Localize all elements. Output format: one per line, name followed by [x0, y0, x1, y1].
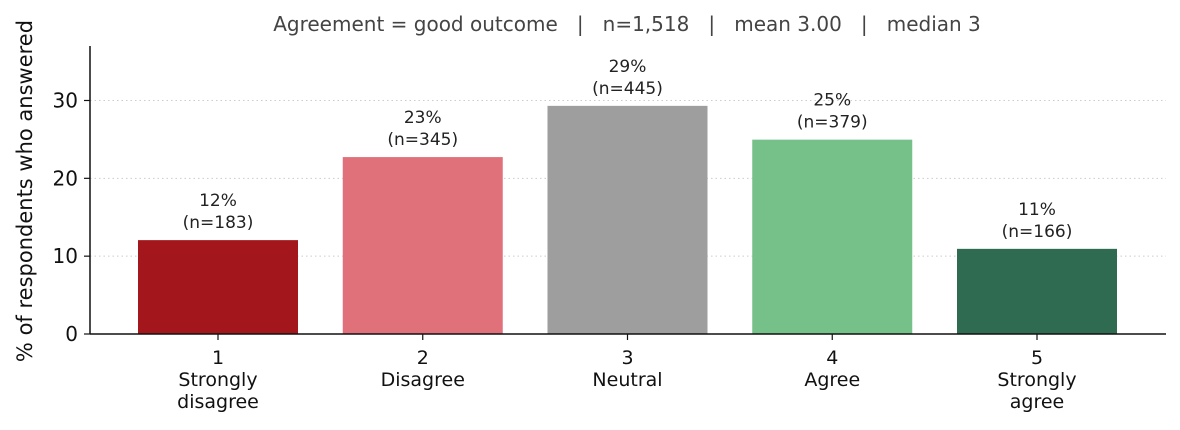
y-tick-label: 20 [53, 166, 78, 190]
bar [138, 240, 298, 334]
data-label: 11% (n=166) [1002, 200, 1073, 242]
y-tick-label: 10 [53, 244, 78, 268]
data-label: 23% (n=345) [387, 108, 458, 150]
chart-subtitle: Agreement = good outcome | n=1,518 | mea… [273, 12, 981, 36]
data-label: 25% (n=379) [797, 91, 868, 133]
x-tick-label: 5 Strongly agree [997, 347, 1076, 413]
bars [138, 105, 1117, 334]
y-axis-ticks: 0 10 20 30 [53, 88, 90, 346]
x-axis-ticks: 1 Strongly disagree 2 Disagree 3 Neutral 4 Agree… [177, 334, 1077, 413]
data-labels: 12% (n=183) 23% (n=345) 29% (n=445) 25% (n=379)… [183, 57, 1073, 242]
bar [957, 248, 1117, 334]
x-tick-label: 1 Strongly disagree [177, 347, 259, 413]
x-tick-label: 2 Disagree [381, 347, 465, 391]
x-tick-label: 3 Neutral [592, 347, 662, 391]
y-tick-label: 30 [53, 88, 78, 112]
y-axis-label: % of respondents who answered [13, 20, 37, 362]
bar [752, 139, 913, 334]
bar [547, 105, 708, 334]
data-label: 12% (n=183) [183, 191, 254, 233]
y-tick-label: 0 [65, 322, 78, 346]
bar [342, 157, 503, 334]
data-label: 29% (n=445) [592, 57, 663, 99]
x-tick-label: 4 Agree [804, 347, 860, 391]
